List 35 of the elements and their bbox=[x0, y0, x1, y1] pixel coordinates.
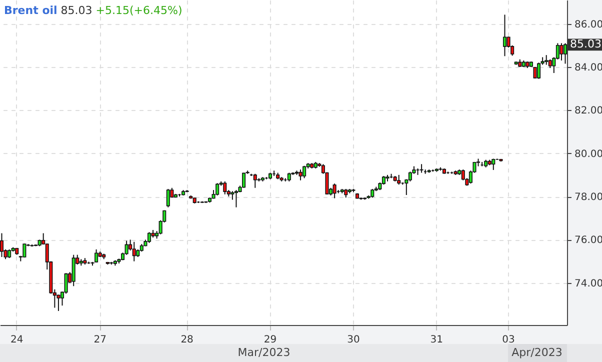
chart-subtitle: 85.03 bbox=[60, 4, 92, 17]
candlestick bbox=[420, 164, 424, 174]
candlestick bbox=[0, 232, 4, 258]
candlestick bbox=[242, 172, 246, 188]
candlestick bbox=[253, 173, 257, 188]
text: Mar/2023 bbox=[238, 346, 290, 359]
x-tick-label: 03 bbox=[502, 334, 515, 346]
candlestick bbox=[22, 243, 26, 258]
candlestick bbox=[94, 248, 98, 263]
candlestick bbox=[332, 183, 336, 199]
annotation: +5.15(+6.45%) bbox=[96, 4, 182, 17]
annotation: 85.03 bbox=[570, 38, 602, 51]
candlestick bbox=[560, 42, 564, 61]
x-tick-label: 24 bbox=[10, 334, 24, 346]
candlestick bbox=[564, 42, 568, 64]
chart-title: Brent oil bbox=[4, 4, 58, 17]
x-tick-label: 28 bbox=[180, 334, 194, 346]
candlestick bbox=[302, 165, 306, 179]
candlestick bbox=[234, 190, 238, 208]
candlestick bbox=[397, 174, 401, 186]
text: Apr/2023 bbox=[512, 346, 562, 359]
x-tick-label: 27 bbox=[94, 334, 106, 346]
x-tick-label: 30 bbox=[347, 334, 360, 346]
candlestick bbox=[502, 14, 507, 57]
candlestick bbox=[147, 232, 151, 244]
x-tick-label: 29 bbox=[264, 334, 277, 346]
candlestick bbox=[298, 169, 302, 181]
candlestick bbox=[223, 180, 227, 195]
candlestick bbox=[492, 158, 496, 170]
candlestick bbox=[72, 254, 76, 287]
candlestick bbox=[216, 182, 220, 196]
candlestick bbox=[166, 188, 170, 208]
candlestick bbox=[544, 54, 548, 66]
x-tick-label: 31 bbox=[430, 334, 444, 346]
candlestick bbox=[132, 241, 136, 262]
